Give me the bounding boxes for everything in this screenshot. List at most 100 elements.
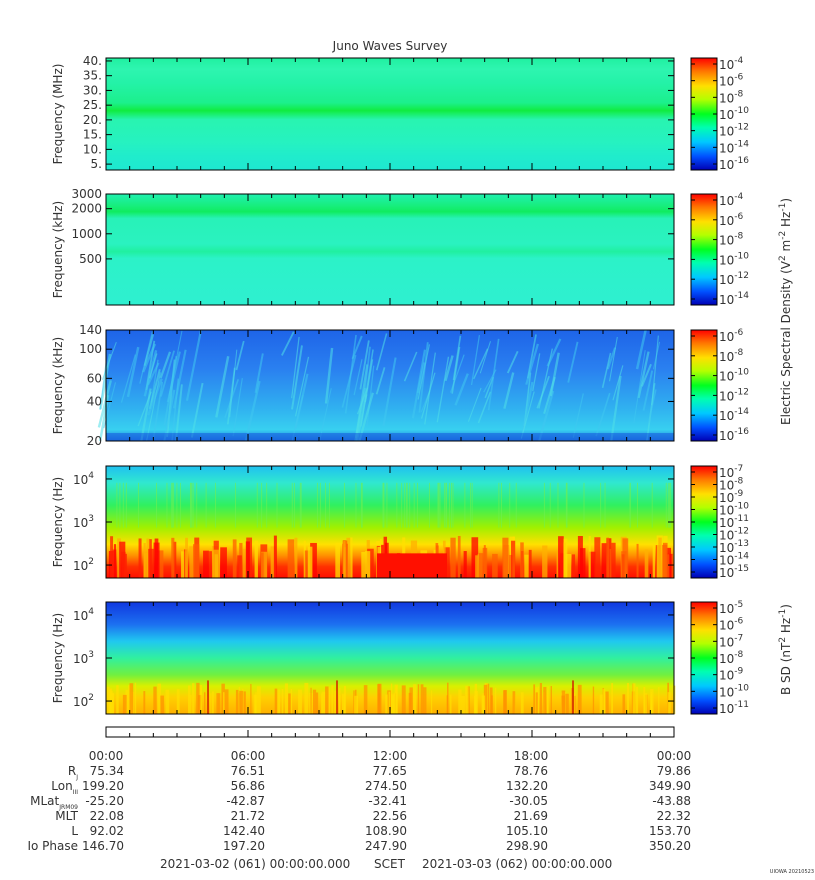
ytick-label: 40 [87,394,102,408]
ephemeris-label: MLatJRM09 [30,794,78,811]
ylabel: Frequency (Hz) [51,613,65,704]
ephemeris-value: 92.02 [90,824,124,838]
colorbar-tick: 10-4 [719,192,744,208]
ephemeris-value: 75.34 [90,764,124,778]
ephemeris-value: 350.20 [649,839,691,853]
colorbar-tick: 10-14 [719,407,749,423]
ytick-label: 15. [83,128,102,142]
ytick-label: 500 [79,252,102,266]
colorbar-tick: 10-16 [719,427,749,443]
ephemeris-value: 22.08 [90,809,124,823]
colorbar-tick: 10-16 [719,156,749,172]
ephemeris-value: 56.86 [231,779,265,793]
colorbar-tick: 10-8 [719,232,744,248]
colorbar-tick: 10-7 [719,633,743,649]
time-range-label: SCET [374,857,406,871]
spectrogram-panels: 40.35.30.25.20.15.10.5. Frequency (MHz) 30… [51,54,676,715]
ephemeris-label: RJ [68,764,78,781]
colorbar-tick: 10-6 [719,617,744,633]
time-range-end: 2021-03-03 (062) 00:00:00.000 [422,857,612,871]
ytick-label: 2000 [71,202,102,216]
ephemeris-value: 79.86 [657,764,691,778]
electric-colorbar-label: Electric Spectral Density (V2 m-2 Hz-1) [778,198,793,425]
ytick-label: 104 [73,471,94,487]
ephemeris-value: 22.56 [373,809,407,823]
ephemeris-value: 22.32 [657,809,691,823]
ylabel: Frequency (kHz) [51,201,65,298]
ytick-label: 103 [73,514,94,530]
xtick-label: 18:00 [514,749,549,763]
ephemeris-value: 298.90 [506,839,548,853]
ephemeris-value: 274.50 [365,779,407,793]
ytick-label: 20 [87,434,102,448]
colorbar-tick: 10-6 [719,73,744,89]
ephemeris-value: -30.05 [509,794,548,808]
credit-label: UIOWA 20210523 [770,869,814,875]
time-axis [105,726,675,738]
ephemeris-label: LonIII [51,779,78,796]
magnetic-colorbar-label: B SD (nT2 Hz-1) [778,604,793,695]
colorbar-tick: 10-15 [719,564,749,580]
ephemeris-row: MLatJRM09 -25.20 -42.87 -32.41 -30.05 -43.88 [30,794,691,811]
ylabel: Frequency (MHz) [51,64,65,165]
ephemeris-row: RJ 75.34 76.51 77.65 78.76 79.86 [68,764,691,781]
colorbar-hfr-low: 10-4 10-6 10-8 10-10 10-12 10-14 [690,192,749,307]
ephemeris-value: 21.72 [231,809,265,823]
ylabel: Frequency (Hz) [51,477,65,568]
ytick-label: 40. [83,54,102,68]
ytick-label: 10. [83,142,102,156]
colorbar-tick: 10-13 [719,539,749,555]
colorbar-tick: 10-14 [719,552,749,568]
ephemeris-label: L [71,824,78,838]
colorbar-tick: 10-6 [719,212,744,228]
ytick-label: 3000 [71,187,102,201]
colorbar-tick: 10-14 [719,291,749,307]
colorbar-tick: 10-7 [719,464,743,480]
ytick-label: 35. [83,69,102,83]
colorbar-tick: 10-8 [719,650,744,666]
colorbar-tick: 10-8 [719,477,744,493]
colorbar-tick: 10-4 [719,56,744,72]
colorbar-tick: 10-10 [719,368,749,384]
colorbar-tick: 10-12 [719,527,749,543]
colorbar-tick: 10-11 [719,700,749,716]
ephemeris-value: 199.20 [82,779,124,793]
ytick-label: 103 [73,650,94,666]
ephemeris-row: Io Phase 146.70 197.20 247.90 298.90 350.20 [27,839,691,853]
ephemeris-value: 76.51 [231,764,265,778]
ytick-label: 1000 [71,227,102,241]
ytick-label: 100 [79,342,102,356]
panel-lfr-high: 140 100 60 40 20 Frequency (kHz) [51,323,675,448]
ytick-label: 20. [83,113,102,127]
xtick-label: 12:00 [373,749,408,763]
colorbar-tick: 10-6 [719,328,744,344]
ephemeris-label: MLT [55,809,78,823]
xtick-label: 00:00 [89,749,124,763]
ytick-label: 60 [87,371,102,385]
colorbar-tick: 10-10 [719,106,749,122]
colorbar-tick: 10-8 [719,89,744,105]
ephemeris-value: -43.88 [652,794,691,808]
colorbar-tick: 10-9 [719,489,744,505]
ephemeris-value: 349.90 [649,779,691,793]
ytick-label: 104 [73,607,94,623]
ylabel: Frequency (kHz) [51,337,65,434]
ytick-label: 25. [83,98,102,112]
colorbar-tick: 10-8 [719,348,744,364]
ephemeris-value: 77.65 [373,764,407,778]
ephemeris-table: 00:00 06:00 12:00 18:00 00:00 RJ 75.34 76.51 77.… [27,749,691,853]
ytick-label: 5. [91,157,102,171]
ephemeris-row: LonIII 199.20 56.86 274.50 132.20 349.90 [51,779,691,796]
ytick-label: 102 [73,557,94,573]
panel-lfr-low-b: 104 103 102 Frequency (Hz) [51,601,676,715]
colorbar-lfr-high: 10-6 10-8 10-10 10-12 10-14 10-16 [690,328,749,443]
ephemeris-value: 108.90 [365,824,407,838]
ephemeris-label: Io Phase [27,839,78,853]
ephemeris-value: -32.41 [368,794,407,808]
ephemeris-value: 146.70 [82,839,124,853]
ytick-label: 140 [79,323,102,337]
colorbar-tick: 10-12 [719,271,749,287]
